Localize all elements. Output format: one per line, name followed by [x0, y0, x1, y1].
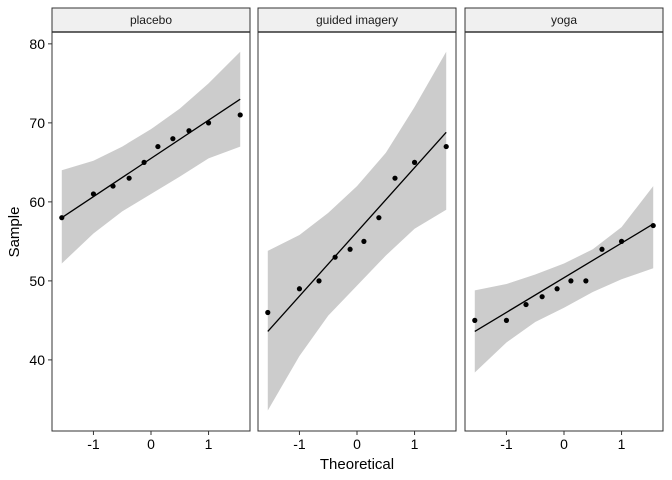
reference-line [267, 131, 447, 332]
data-point [650, 222, 656, 229]
data-point [205, 120, 212, 126]
x-tick-label: -1 [293, 436, 306, 452]
data-point [347, 246, 353, 252]
reference-line [61, 98, 241, 219]
data-point [90, 191, 97, 197]
data-point [583, 278, 589, 284]
data-point [265, 309, 271, 316]
facet-panel-placebo: placebo -1 0 1 [51, 7, 251, 452]
facet-panel-guided-imagery: guided imagery -1 0 1 [257, 7, 457, 452]
data-point [296, 286, 303, 292]
y-tick-label: 80 [29, 36, 45, 52]
data-point [110, 183, 116, 189]
data-point [332, 254, 338, 260]
x-tick-label: -1 [87, 436, 100, 452]
data-point [472, 317, 478, 323]
data-point [376, 215, 382, 221]
data-point [411, 159, 418, 165]
data-point [141, 159, 147, 165]
data-point [392, 175, 398, 181]
data-point [599, 246, 605, 252]
data-point [59, 215, 65, 221]
data-point [155, 143, 161, 150]
data-point [503, 317, 510, 323]
data-point [316, 278, 322, 284]
facet-panel-yoga: yoga -1 0 1 [464, 7, 664, 452]
strip-background [51, 7, 251, 33]
facet-panels: placebo -1 0 1 guided imagery -1 0 1 yoga -1 0 1 [51, 7, 664, 452]
x-tick-label: 1 [618, 436, 626, 452]
y-tick-label: 60 [29, 194, 45, 210]
x-axis-title: Theoretical [320, 456, 394, 473]
data-point [618, 238, 625, 244]
y-tick-label: 40 [29, 352, 45, 368]
data-point [568, 278, 574, 284]
y-tick-label: 50 [29, 273, 45, 289]
x-tick-label: 0 [147, 436, 155, 452]
strip-label-guided-imagery: guided imagery [316, 13, 398, 27]
data-point [523, 301, 529, 308]
confidence-band [474, 186, 654, 373]
data-point [170, 136, 176, 142]
data-point [443, 143, 449, 150]
x-tick-label: 0 [560, 436, 568, 452]
reference-line [474, 223, 654, 333]
data-point [126, 175, 132, 181]
x-tick-label: 1 [205, 436, 213, 452]
y-tick-label: 70 [29, 115, 45, 131]
y-axis: 40 50 60 70 80 [29, 36, 52, 368]
data-point [539, 294, 545, 300]
x-tick-label: 1 [411, 436, 419, 452]
data-point [361, 238, 367, 244]
strip-label-placebo: placebo [130, 13, 172, 27]
x-tick-label: -1 [500, 436, 513, 452]
strip-label-yoga: yoga [551, 13, 577, 27]
data-point [186, 128, 192, 134]
confidence-band [61, 51, 241, 264]
x-tick-label: 0 [353, 436, 361, 452]
y-axis-title: Sample [6, 207, 23, 258]
data-point [554, 286, 560, 292]
data-point [237, 112, 243, 118]
